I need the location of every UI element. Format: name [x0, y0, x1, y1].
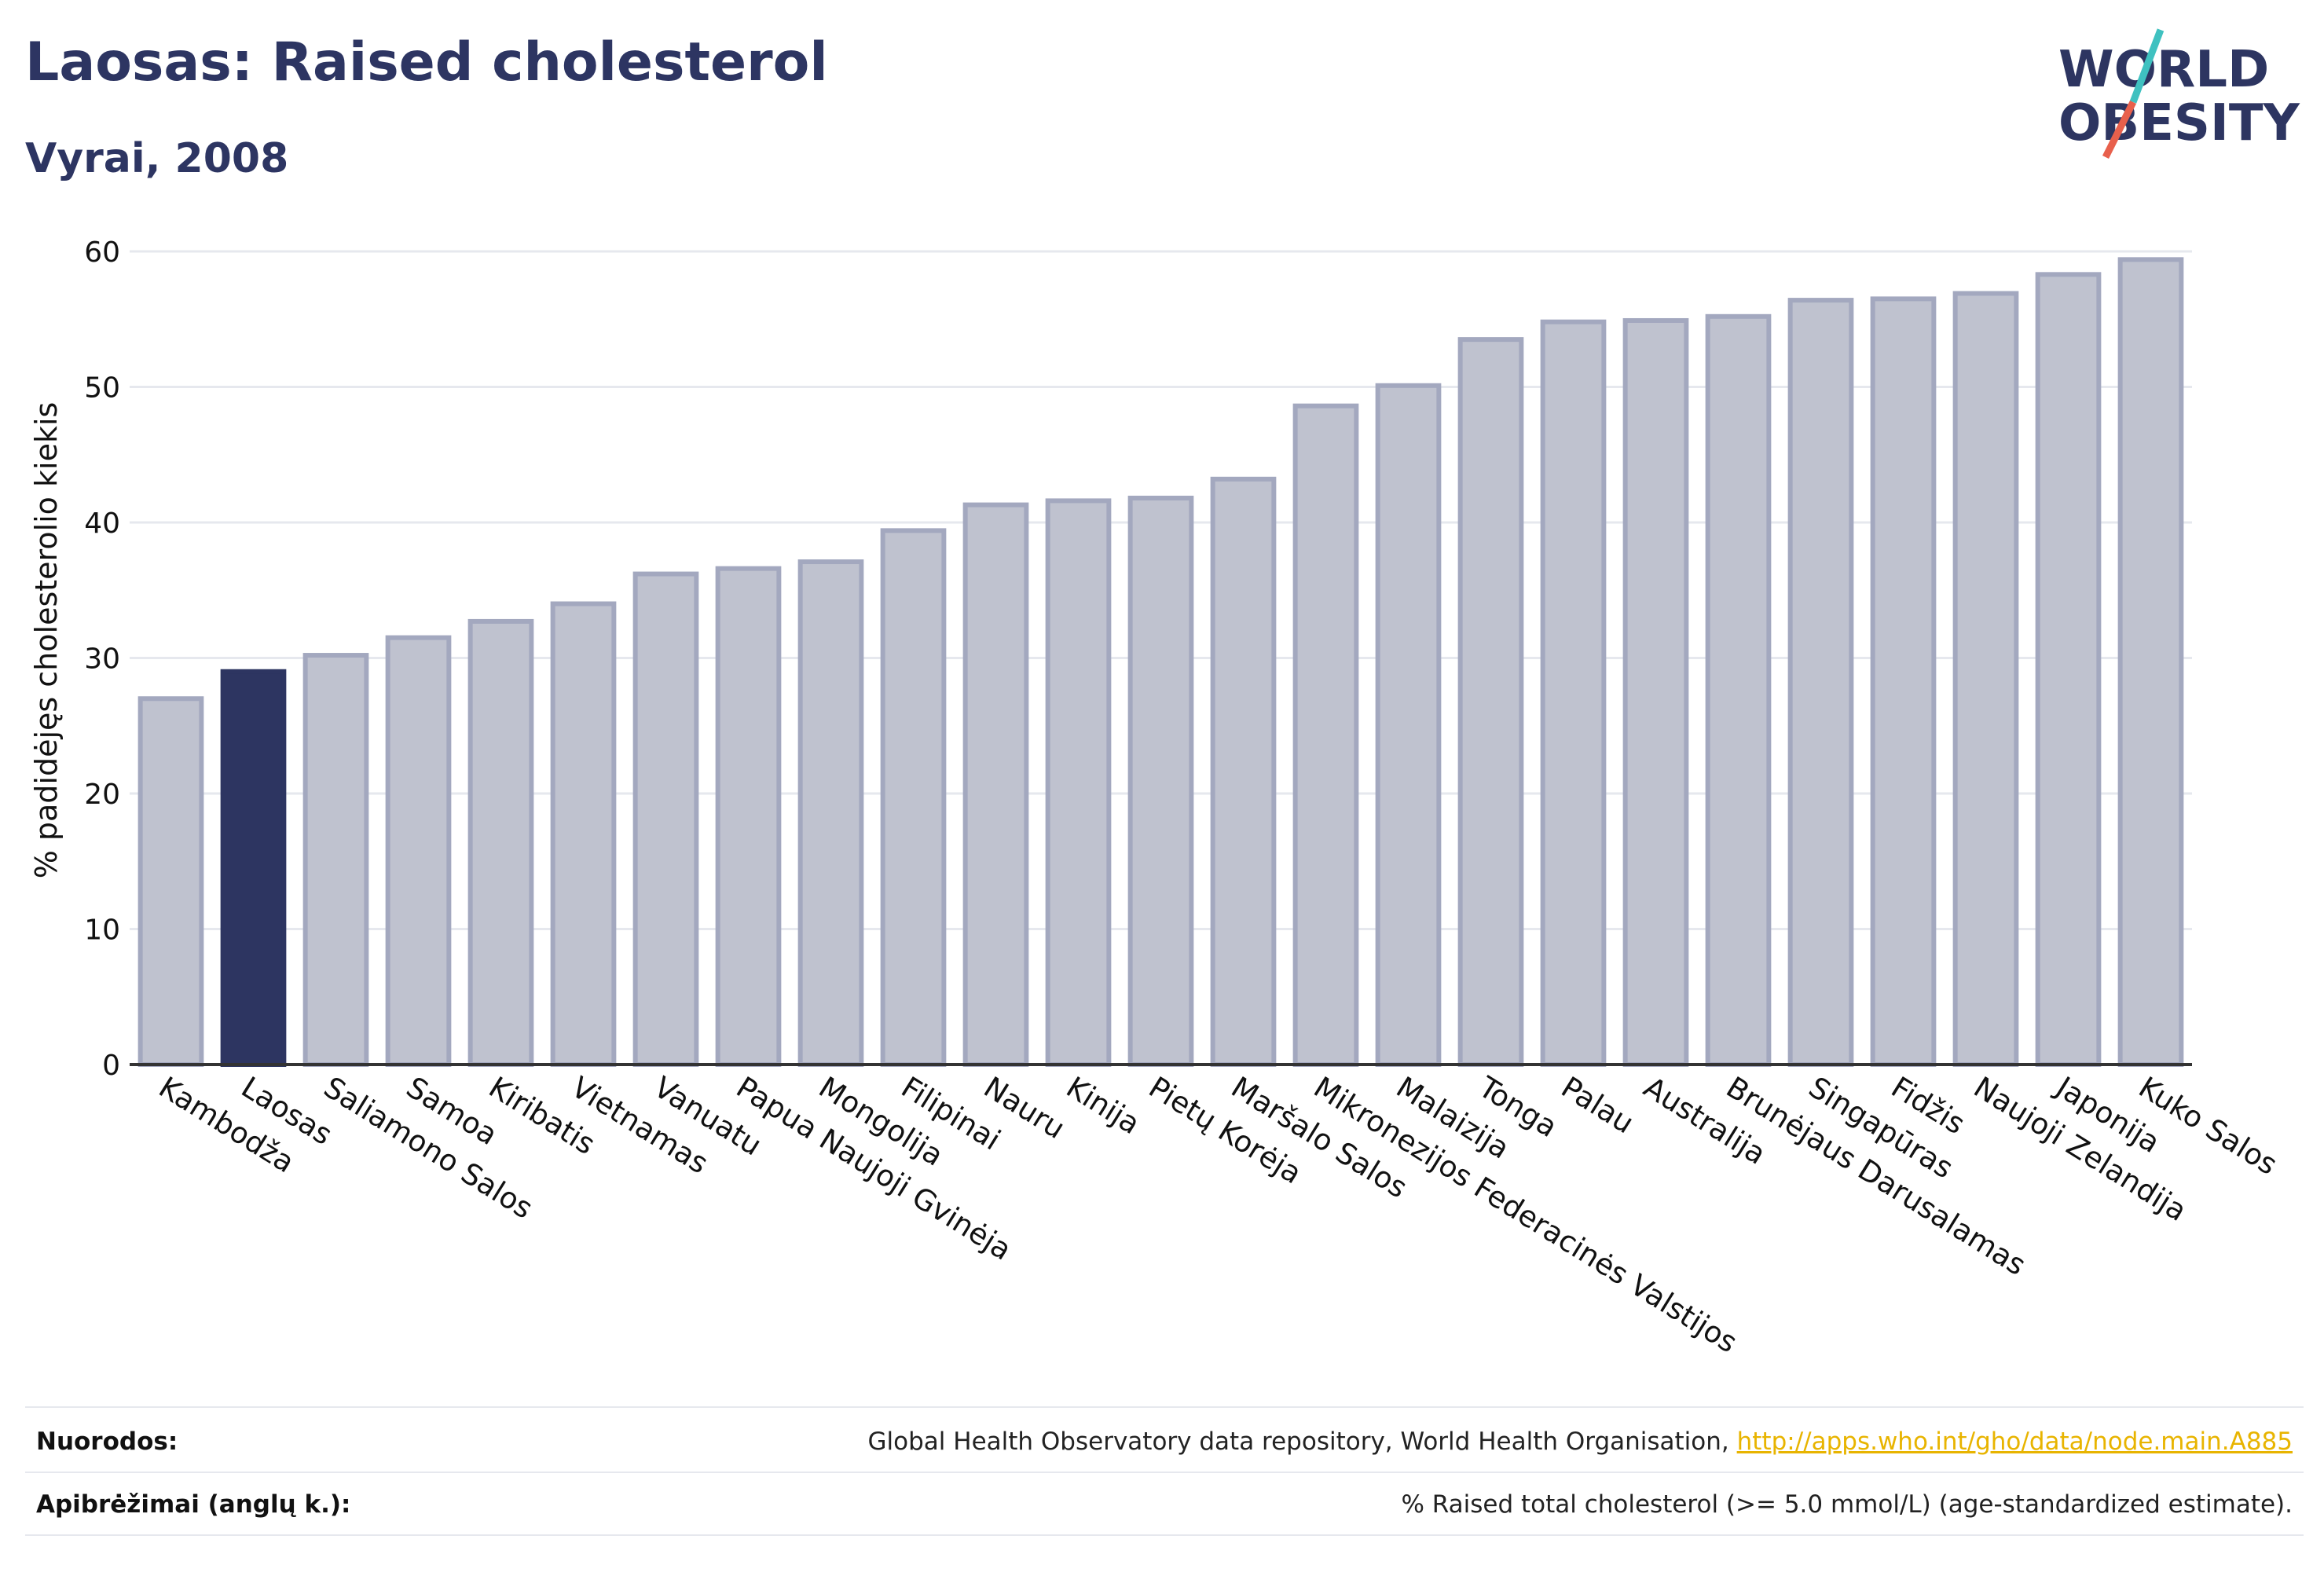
bar-highlighted [220, 669, 287, 1067]
bar [2117, 257, 2184, 1068]
bar [1622, 317, 1689, 1068]
footer-divider-bottom [25, 1534, 2304, 1536]
definitions-text: % Raised total cholesterol (>= 5.0 mmol/… [1401, 1490, 2293, 1519]
footer: Nuorodos: Global Health Observatory data… [25, 1410, 2304, 1567]
bar [1210, 476, 1277, 1067]
definitions-label: Apibrėžimai (anglų k.): [36, 1490, 351, 1519]
y-tick-label: 20 [84, 779, 120, 811]
bar [2035, 272, 2102, 1067]
bar [302, 653, 369, 1067]
bar [715, 566, 782, 1067]
page-subtitle: Vyrai, 2008 [25, 135, 289, 182]
bar [1292, 403, 1359, 1067]
bar [1870, 296, 1937, 1067]
bar [1457, 337, 1524, 1067]
y-tick-label: 60 [84, 236, 120, 269]
page-title: Laosas: Raised cholesterol [25, 31, 828, 93]
y-tick-labels: 0 10 20 30 40 50 60 [84, 236, 120, 1082]
bar [1540, 319, 1607, 1067]
logo-slash-teal [2129, 28, 2165, 104]
footer-divider-top [25, 1406, 2304, 1408]
bar [1045, 498, 1112, 1067]
footer-divider-middle [25, 1472, 2304, 1473]
world-obesity-logo: WORLD OBESITY [2043, 24, 2310, 165]
references-link[interactable]: http://apps.who.int/gho/data/node.main.A… [1736, 1428, 2293, 1456]
bar [1127, 495, 1194, 1067]
bar [962, 502, 1029, 1067]
bars [137, 257, 2184, 1068]
bar [632, 571, 699, 1067]
y-tick-label: 30 [84, 643, 120, 676]
logo-line2: OBESITY [2058, 94, 2300, 152]
x-tick-label: Palau [1556, 1070, 1640, 1140]
references-label: Nuorodos: [36, 1428, 178, 1456]
logo-graphic: WORLD OBESITY [2058, 28, 2300, 159]
bar [137, 696, 204, 1067]
bar [1375, 383, 1442, 1067]
y-tick-label: 40 [84, 508, 120, 540]
logo-line1: WORLD [2058, 41, 2269, 99]
bar [880, 528, 947, 1068]
logo-slash-red [2102, 100, 2137, 159]
bar [385, 635, 452, 1067]
bar [1787, 298, 1854, 1068]
y-tick-label: 0 [102, 1050, 120, 1082]
y-axis-label: % padidėjęs cholesterolio kiekis [29, 402, 64, 879]
footer-references-row: Nuorodos: Global Health Observatory data… [25, 1410, 2304, 1473]
references-text: Global Health Observatory data repositor… [867, 1428, 1737, 1456]
bar [467, 618, 534, 1067]
bar [550, 601, 617, 1067]
bar [1705, 313, 1772, 1068]
bar [1952, 291, 2019, 1068]
references-value: Global Health Observatory data repositor… [868, 1428, 2293, 1456]
footer-definitions-row: Apibrėžimai (anglų k.): % Raised total c… [25, 1473, 2304, 1536]
y-tick-label: 50 [84, 372, 120, 405]
x-tick-label: Kinija [1061, 1070, 1146, 1141]
bar [797, 559, 864, 1067]
y-tick-label: 10 [84, 914, 120, 947]
